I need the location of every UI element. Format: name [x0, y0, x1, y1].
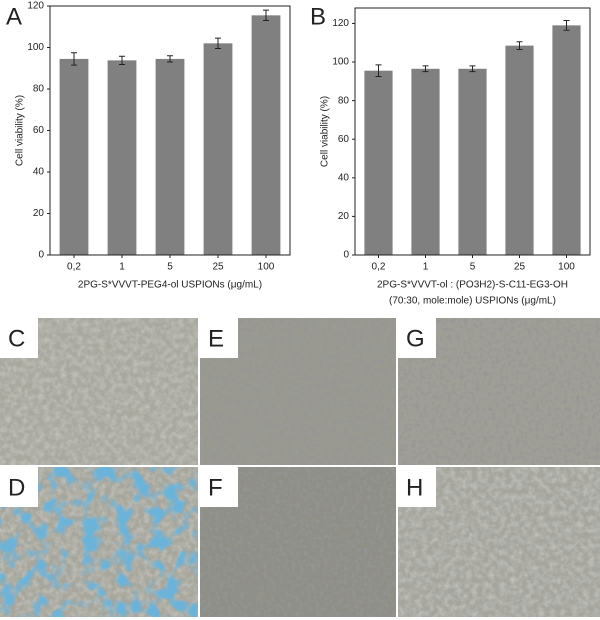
- y-axis-label: Cell viability (%): [15, 95, 26, 166]
- bar: [251, 15, 281, 256]
- y-tick-label: 0: [38, 250, 44, 261]
- y-tick-label: 60: [338, 134, 350, 145]
- error-bar: [167, 55, 173, 63]
- y-tick-label: 120: [332, 18, 349, 29]
- plot-frame: [49, 5, 291, 256]
- x-tick-label: 0,2: [67, 262, 81, 273]
- micrograph-label-box: [0, 318, 38, 358]
- y-tick-label: 20: [33, 208, 45, 219]
- x-tick-label: 5: [470, 262, 476, 273]
- micrograph-label: D: [8, 474, 25, 501]
- y-tick-label: 0: [343, 250, 349, 261]
- panel-label: B: [310, 3, 326, 30]
- micrograph-label-box: [0, 467, 38, 507]
- micrograph-label-box: [200, 467, 238, 507]
- bar: [59, 58, 89, 255]
- y-tick-label: 40: [33, 167, 45, 178]
- y-tick-label: 60: [33, 125, 45, 136]
- bar: [552, 25, 581, 255]
- micrographs: [0, 318, 600, 617]
- y-axis-label: Cell viability (%): [320, 96, 331, 167]
- micrograph-label-box: [398, 467, 436, 507]
- error-bar: [119, 55, 125, 66]
- bar: [505, 45, 534, 255]
- micrograph-label: G: [406, 325, 425, 352]
- x-tick-label: 1: [423, 262, 429, 273]
- error-bar: [422, 65, 429, 73]
- x-tick-label: 25: [514, 262, 526, 273]
- x-tick-label: 5: [167, 262, 173, 273]
- error-bar: [516, 41, 523, 50]
- bar: [411, 68, 440, 255]
- micrograph-label: C: [8, 325, 25, 352]
- x-tick-label: 100: [258, 262, 275, 273]
- micrograph-label: H: [406, 474, 423, 501]
- y-tick-label: 100: [332, 57, 349, 68]
- error-bar: [469, 65, 476, 73]
- x-axis-label: 2PG-S*VVVT-ol : (PO3H2)-S-C11-EG3-OH: [377, 280, 568, 291]
- panel-label: A: [6, 3, 22, 30]
- y-tick-label: 80: [338, 95, 350, 106]
- x-axis-label: (70:30, mole:mole) USPIONs (μg/mL): [389, 296, 556, 307]
- plot-frame: [354, 7, 591, 256]
- error-bar: [215, 37, 221, 50]
- y-tick-label: 120: [27, 1, 44, 12]
- error-bar: [563, 20, 570, 31]
- x-tick-label: 1: [119, 262, 125, 273]
- y-tick-label: 100: [27, 42, 44, 53]
- error-bar: [71, 52, 77, 66]
- micrograph-label-box: [200, 318, 238, 358]
- bar: [107, 60, 137, 255]
- x-tick-label: 25: [212, 262, 224, 273]
- y-tick-label: 80: [33, 84, 45, 95]
- y-tick-label: 20: [338, 211, 350, 222]
- bar: [203, 43, 233, 255]
- bar: [364, 70, 393, 255]
- x-axis-label: 2PG-S*VVVT-PEG4-ol USPIONs (μg/mL): [78, 280, 262, 291]
- x-tick-label: 100: [558, 262, 575, 273]
- x-tick-label: 0,2: [372, 262, 386, 273]
- bar: [458, 68, 487, 255]
- bar: [155, 58, 185, 255]
- micrograph-label: F: [208, 474, 223, 501]
- error-bar: [375, 64, 382, 78]
- micrograph-label: E: [208, 325, 224, 352]
- y-tick-label: 40: [338, 172, 350, 183]
- error-bar: [263, 9, 269, 22]
- micrograph-label-box: [398, 318, 436, 358]
